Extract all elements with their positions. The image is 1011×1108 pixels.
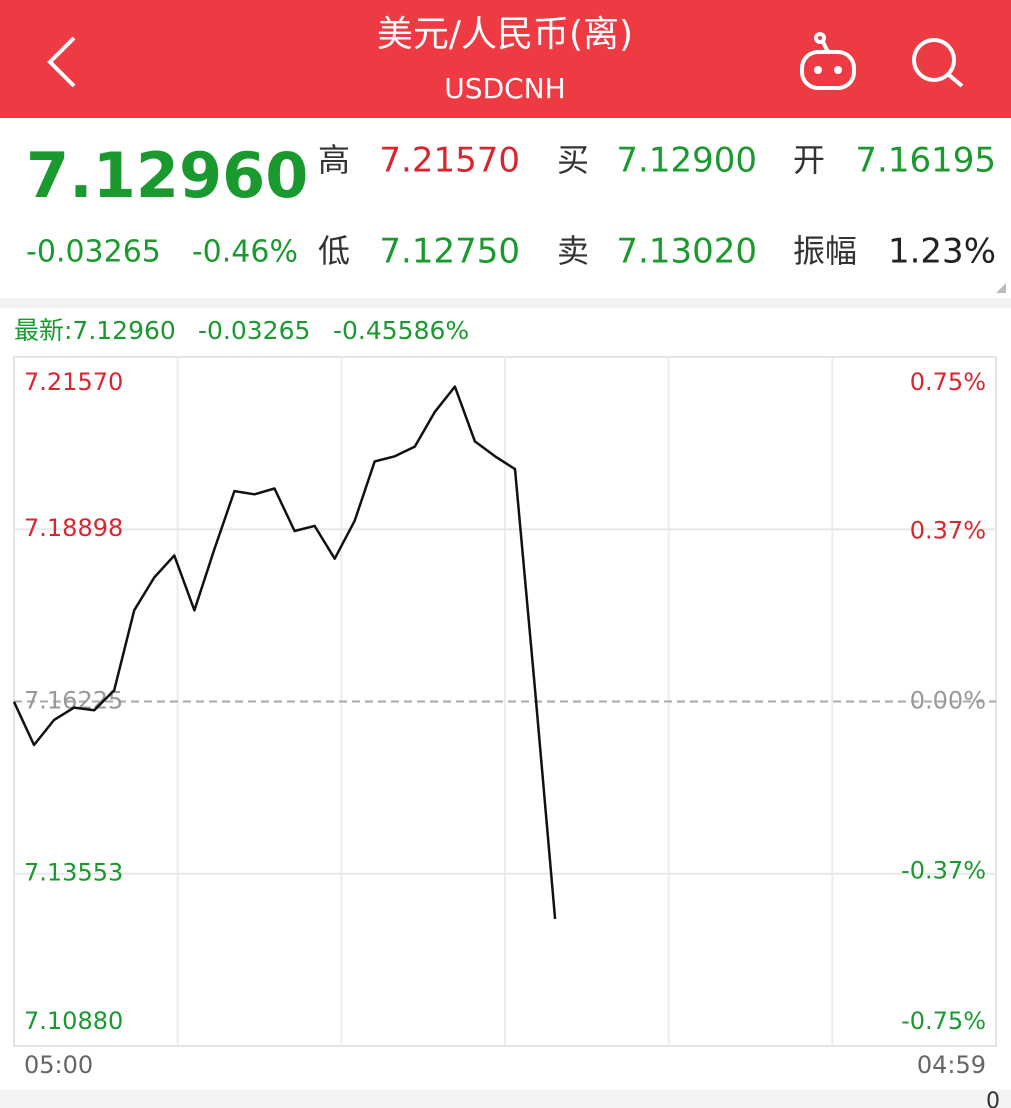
y-tick-label: 7.10880	[24, 1007, 123, 1035]
x-tick-label: 04:59	[917, 1051, 986, 1079]
y-tick-label: 7.21570	[24, 368, 123, 396]
back-button[interactable]	[47, 36, 76, 88]
y-tick-label: 7.18898	[24, 514, 123, 542]
quote-label: 低	[318, 232, 350, 270]
latest-change-pct: -0.45586%	[333, 316, 469, 345]
quote-value: 1.23%	[888, 232, 996, 272]
quote-label: 高	[318, 141, 350, 179]
bottom-strip	[0, 1090, 1011, 1108]
footer-text: 0	[986, 1089, 1000, 1108]
change-pct: -0.46%	[192, 235, 298, 270]
quote-label: 卖	[557, 232, 589, 270]
price: 7.12960	[26, 139, 308, 212]
price-line	[12, 385, 557, 920]
quote-value: 7.13020	[616, 232, 757, 272]
y-tick-label: 7.13553	[24, 859, 123, 887]
y2-tick-label: -0.75%	[901, 1007, 986, 1035]
y2-tick-label: -0.37%	[901, 856, 986, 884]
latest-change: -0.03265	[198, 316, 310, 345]
quote-value: 7.12750	[379, 232, 520, 272]
search-button[interactable]	[912, 38, 964, 88]
chart: 7.10880 7.13553 7.16225 7.18898 7.21570 -0.75…	[12, 356, 997, 1079]
title: 美元/人民币(离)	[377, 14, 633, 55]
quote-value: 7.21570	[379, 141, 520, 181]
latest-label: 最新:7.12960	[14, 316, 176, 345]
quote-label: 开	[793, 141, 825, 179]
quote-value: 7.16195	[855, 141, 996, 181]
separator	[0, 298, 1011, 308]
x-tick-label: 05:00	[24, 1051, 93, 1079]
quote-label: 振幅	[793, 232, 857, 270]
quote-label: 买	[557, 141, 589, 179]
y2-tick-label: 0.00%	[910, 687, 986, 715]
y2-tick-label: 0.75%	[910, 368, 986, 396]
header-bar	[0, 0, 1011, 118]
robot-button[interactable]	[800, 32, 856, 90]
y2-tick-label: 0.37%	[910, 517, 986, 545]
change: -0.03265	[26, 235, 161, 270]
corner-mark	[996, 283, 1006, 293]
quote-items: 高 7.21570 买 7.12900 开 7.16195 低 7.12750 卖 7.13020…	[318, 141, 996, 272]
y-tick-label: 7.16225	[24, 687, 123, 715]
subtitle: USDCNH	[444, 72, 565, 105]
quote-value: 7.12900	[616, 141, 757, 181]
